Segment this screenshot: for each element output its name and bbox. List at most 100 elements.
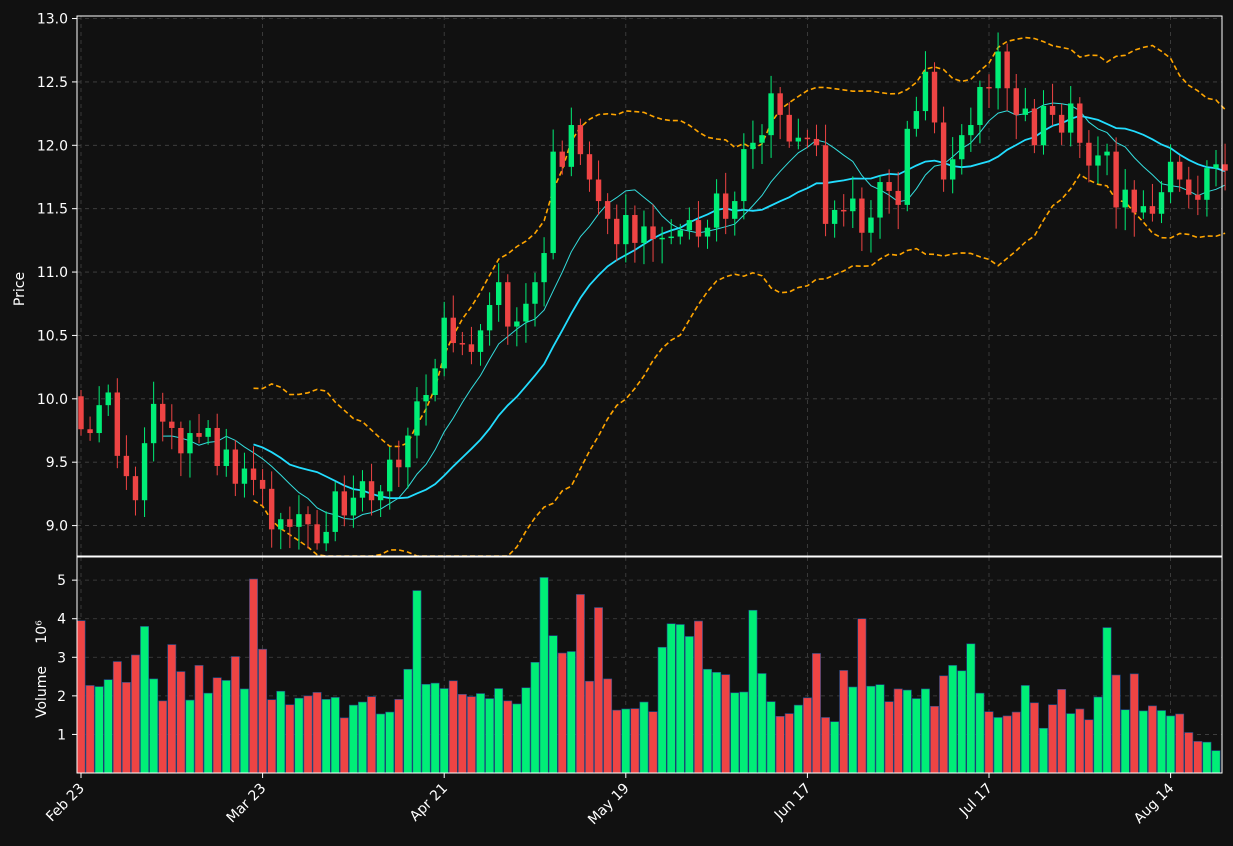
candle-body <box>831 209 838 224</box>
volume-tick-label: 2 <box>57 689 66 705</box>
volume-bar <box>657 646 667 774</box>
volume-bar <box>203 692 213 774</box>
volume-bar <box>1057 688 1067 774</box>
candle-body <box>387 459 393 492</box>
candle-body <box>804 137 811 140</box>
candle-body <box>1049 106 1056 115</box>
candle-body <box>1140 206 1147 213</box>
candle-body <box>1113 151 1119 208</box>
volume-bar <box>1020 685 1030 774</box>
volume-bar <box>512 703 522 774</box>
price-tick-label: 9.0 <box>46 519 68 535</box>
volume-bar <box>221 680 231 774</box>
candle-body <box>795 137 802 142</box>
volume-bar <box>830 721 840 774</box>
candle-body <box>595 179 602 202</box>
candle-body <box>332 491 338 532</box>
volume-bar <box>911 698 921 774</box>
volume-bar <box>966 643 976 774</box>
candle-body <box>1158 192 1165 214</box>
volume-bar <box>285 704 295 774</box>
candle-body <box>1077 103 1083 143</box>
candle-body <box>922 71 929 112</box>
candle-body <box>514 321 520 327</box>
candle-body <box>904 128 910 205</box>
volume-axis-ticks: 1 2 3 4 5 <box>57 573 77 743</box>
price-axis-label: Price <box>12 272 28 306</box>
volume-tick-label: 4 <box>57 612 66 628</box>
volume-bar <box>76 620 86 774</box>
candle-body <box>995 51 1001 89</box>
volume-bar <box>585 680 594 774</box>
candle-body <box>178 427 184 454</box>
volume-bar <box>639 701 649 774</box>
candle-body <box>1122 189 1128 208</box>
candle-body <box>423 395 429 402</box>
candle-body <box>586 154 593 180</box>
volume-bar <box>1102 627 1112 774</box>
volume-bar <box>394 699 404 774</box>
candle-body <box>495 282 502 306</box>
volume-bar <box>857 618 867 774</box>
price-tick-label: 11.5 <box>37 202 68 218</box>
volume-bar <box>566 651 576 774</box>
candle-body <box>368 481 375 501</box>
candle-body <box>895 190 901 205</box>
candle-body <box>695 220 702 237</box>
volume-bar <box>920 688 930 774</box>
candle-body <box>450 317 456 344</box>
volume-bar <box>312 692 322 774</box>
candle-body <box>468 344 475 352</box>
volume-bar <box>839 670 849 774</box>
volume-bar <box>1029 702 1039 774</box>
bollinger-upper-line <box>253 36 1226 448</box>
volume-bar <box>1111 674 1121 774</box>
volume-bar <box>1157 710 1166 774</box>
volume-bar <box>103 679 113 774</box>
volume-bar <box>757 673 767 774</box>
volume-bar <box>448 680 458 774</box>
volume-bar <box>1075 708 1085 774</box>
price-tick-label: 13.0 <box>37 12 68 28</box>
volume-bar <box>1011 711 1021 774</box>
volume-bar <box>466 696 476 774</box>
candle-body <box>959 135 965 160</box>
volume-bar <box>276 690 286 774</box>
candle-body <box>841 209 847 212</box>
volume-bar <box>1084 719 1094 774</box>
candle-body <box>704 227 711 237</box>
volume-bar <box>875 684 885 774</box>
volume-bar <box>367 696 377 774</box>
volume-bar <box>784 713 794 774</box>
candle-body <box>1013 88 1019 115</box>
volume-bar <box>703 668 712 774</box>
volume-bar <box>1066 713 1076 774</box>
candle-body <box>968 125 974 136</box>
candle-body <box>1004 51 1010 89</box>
candle-body <box>1104 151 1110 156</box>
candle-body <box>505 282 511 327</box>
volume-bar <box>503 700 513 774</box>
candle-body <box>732 201 738 219</box>
volume-bar <box>1166 715 1176 774</box>
volume-bar <box>1193 741 1203 774</box>
candle-body <box>813 138 820 146</box>
candle-body <box>523 303 529 322</box>
candle-body <box>1204 168 1210 200</box>
candle-body <box>877 182 883 218</box>
candle-body <box>623 215 629 245</box>
candle-body <box>414 401 420 436</box>
candle-body <box>1176 161 1183 180</box>
candle-body <box>886 182 892 191</box>
candle-body <box>850 198 856 212</box>
volume-bar <box>439 688 449 774</box>
candle-body <box>641 226 647 243</box>
candle-body <box>532 282 538 304</box>
volume-bar <box>1002 715 1012 774</box>
volume-bar <box>730 692 740 774</box>
candle-body <box>96 405 102 434</box>
candle-body <box>87 429 93 434</box>
candle-body <box>459 343 466 345</box>
candle-body <box>668 236 674 239</box>
volume-bar <box>149 678 159 774</box>
